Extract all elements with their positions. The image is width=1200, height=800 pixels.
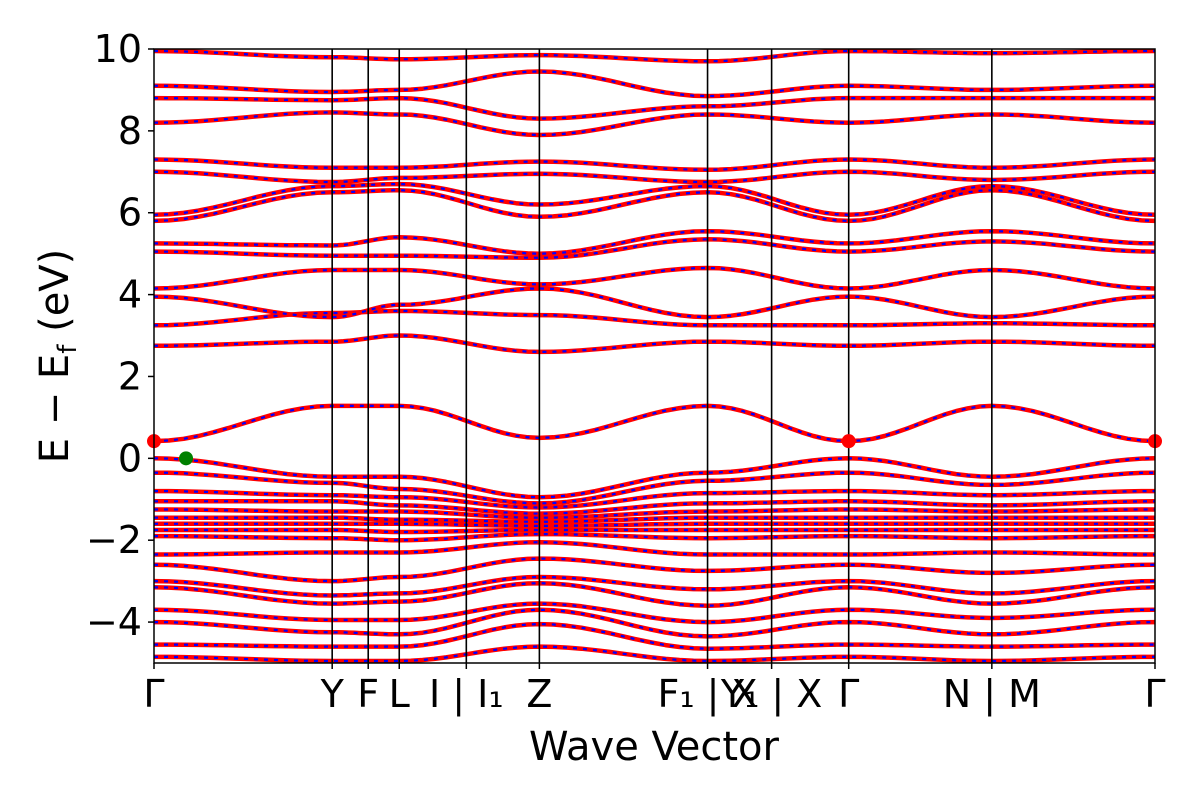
x-tick-label-8: Γ bbox=[838, 672, 859, 716]
x-tick-label-2: F bbox=[357, 672, 379, 716]
band-4-dashed bbox=[153, 266, 1156, 290]
band-16-dashed bbox=[153, 471, 1156, 505]
band-9-dashed bbox=[153, 170, 1156, 184]
y-tick-label-3: 4 bbox=[118, 273, 142, 317]
band-13-dashed bbox=[153, 70, 1156, 98]
y-ticks: 10 8 6 4 2 0 −2 −4 bbox=[86, 27, 154, 644]
band-12-dashed bbox=[153, 96, 1155, 120]
band-2-dashed bbox=[153, 309, 1155, 327]
band-10-dashed bbox=[153, 158, 1156, 171]
band-24-dashed bbox=[154, 541, 1155, 556]
band-22-solid bbox=[154, 527, 1155, 535]
y-axis-title-sub: f bbox=[53, 344, 83, 354]
band-29-dashed bbox=[153, 608, 1156, 638]
x-tick-label-1: Y bbox=[320, 672, 345, 716]
band-14-solid bbox=[153, 48, 1156, 64]
y-tick-label-0: 10 bbox=[94, 27, 142, 71]
band-19-solid bbox=[154, 507, 1155, 520]
highlight-point-3 bbox=[179, 451, 194, 466]
band-1-dashed bbox=[153, 334, 1156, 354]
band-3-dashed bbox=[153, 287, 1156, 319]
band-6-dashed bbox=[153, 230, 1156, 255]
high-symmetry-lines bbox=[331, 49, 993, 663]
x-tick-label-6: F₁ | X bbox=[658, 672, 758, 717]
y-tick-label-5: 0 bbox=[118, 436, 142, 480]
band-28-dashed bbox=[153, 602, 1156, 624]
x-axis-title: Wave Vector bbox=[529, 724, 780, 770]
x-tick-label-9: N | M bbox=[943, 672, 1041, 717]
y-tick-label-1: 8 bbox=[118, 109, 142, 153]
x-tick-label-3: L bbox=[389, 672, 410, 716]
y-tick-label-7: −4 bbox=[86, 600, 142, 644]
band-0-dashed bbox=[153, 404, 1156, 443]
bands-layer bbox=[153, 48, 1156, 664]
y-axis-title: E − Ef (eV) bbox=[32, 249, 83, 464]
x-tick-label-7: Y₁ | X bbox=[720, 672, 822, 717]
band-7-dashed bbox=[153, 189, 1156, 223]
band-17-dashed bbox=[154, 490, 1155, 509]
band-11-dashed bbox=[153, 111, 1156, 137]
band-27-dashed bbox=[153, 582, 1156, 607]
x-tick-label-0: Γ bbox=[143, 672, 164, 716]
band-5-dashed bbox=[153, 238, 1156, 259]
band-25-dashed bbox=[153, 557, 1156, 583]
band-23-solid bbox=[154, 531, 1155, 543]
x-tick-label-5: Z bbox=[526, 672, 552, 716]
band-18-dashed bbox=[154, 500, 1156, 515]
band-31-dashed bbox=[154, 645, 1155, 663]
band-15-dashed bbox=[153, 457, 1156, 499]
x-tick-label-10: Γ bbox=[1144, 672, 1165, 716]
plot-area bbox=[154, 49, 1155, 663]
y-axis-title-main: E − E bbox=[32, 354, 78, 464]
band-21-solid bbox=[154, 521, 1155, 529]
y-tick-label-4: 2 bbox=[118, 354, 142, 398]
x-tick-label-4: I | I₁ bbox=[429, 672, 504, 717]
band-30-dashed bbox=[154, 622, 1155, 650]
y-tick-label-2: 6 bbox=[118, 191, 142, 235]
band-8-dashed bbox=[153, 183, 1156, 216]
band-26-dashed bbox=[153, 575, 1156, 597]
highlight-point-1 bbox=[841, 434, 856, 449]
plot-frame bbox=[153, 48, 1156, 664]
band-20-solid bbox=[154, 515, 1155, 525]
y-tick-label-6: −2 bbox=[86, 518, 142, 562]
highlight-points bbox=[147, 434, 1162, 466]
y-axis-title-unit: (eV) bbox=[32, 249, 78, 345]
